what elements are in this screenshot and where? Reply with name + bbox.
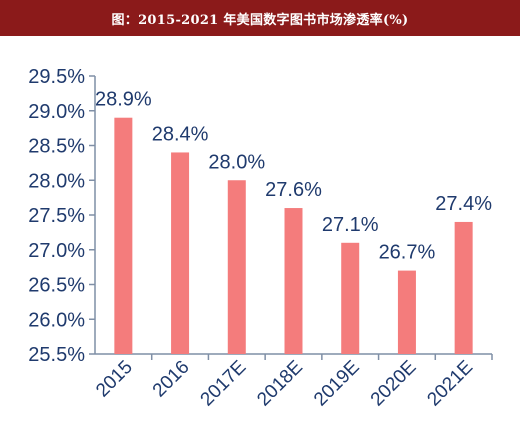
data-label-2019E: 27.1% — [322, 214, 379, 236]
bar-2021E — [454, 221, 473, 354]
y-tick-label: 28.5% — [28, 136, 85, 158]
bar-2016 — [171, 152, 190, 354]
y-tick-label: 27.0% — [28, 240, 85, 262]
y-tick-label: 29.0% — [28, 101, 85, 123]
x-tick-label: 2019E — [310, 357, 364, 411]
data-label-2016: 28.4% — [152, 123, 209, 145]
bar-2017E — [227, 180, 246, 354]
bar-2015 — [114, 117, 133, 354]
x-tick-label: 2015 — [92, 357, 137, 402]
x-tick-label: 2017E — [197, 357, 251, 411]
y-tick-label: 25.5% — [28, 344, 85, 366]
x-tick-label: 2021E — [423, 357, 477, 411]
y-tick-label: 27.5% — [28, 205, 85, 227]
title-bar: 图：2015-2021 年美国数字图书市场渗透率(%) — [0, 0, 520, 36]
chart-title: 图：2015-2021 年美国数字图书市场渗透率(%) — [111, 12, 409, 28]
x-tick-label: 2018E — [253, 357, 307, 411]
data-label-2017E: 28.0% — [208, 151, 265, 173]
data-label-2018E: 27.6% — [265, 179, 322, 201]
y-tick-label: 29.5% — [28, 66, 85, 88]
y-tick-label: 26.5% — [28, 275, 85, 297]
bar-2018E — [284, 208, 303, 354]
data-label-2020E: 26.7% — [379, 242, 436, 264]
data-label-2021E: 27.4% — [435, 193, 492, 215]
bar-2019E — [341, 242, 360, 354]
bar-2020E — [397, 270, 416, 354]
x-tick-label: 2020E — [367, 357, 421, 411]
y-tick-label: 28.0% — [28, 170, 85, 192]
y-tick-label: 26.0% — [28, 309, 85, 331]
x-tick-label: 2016 — [149, 357, 194, 402]
data-label-2015: 28.9% — [95, 89, 152, 111]
